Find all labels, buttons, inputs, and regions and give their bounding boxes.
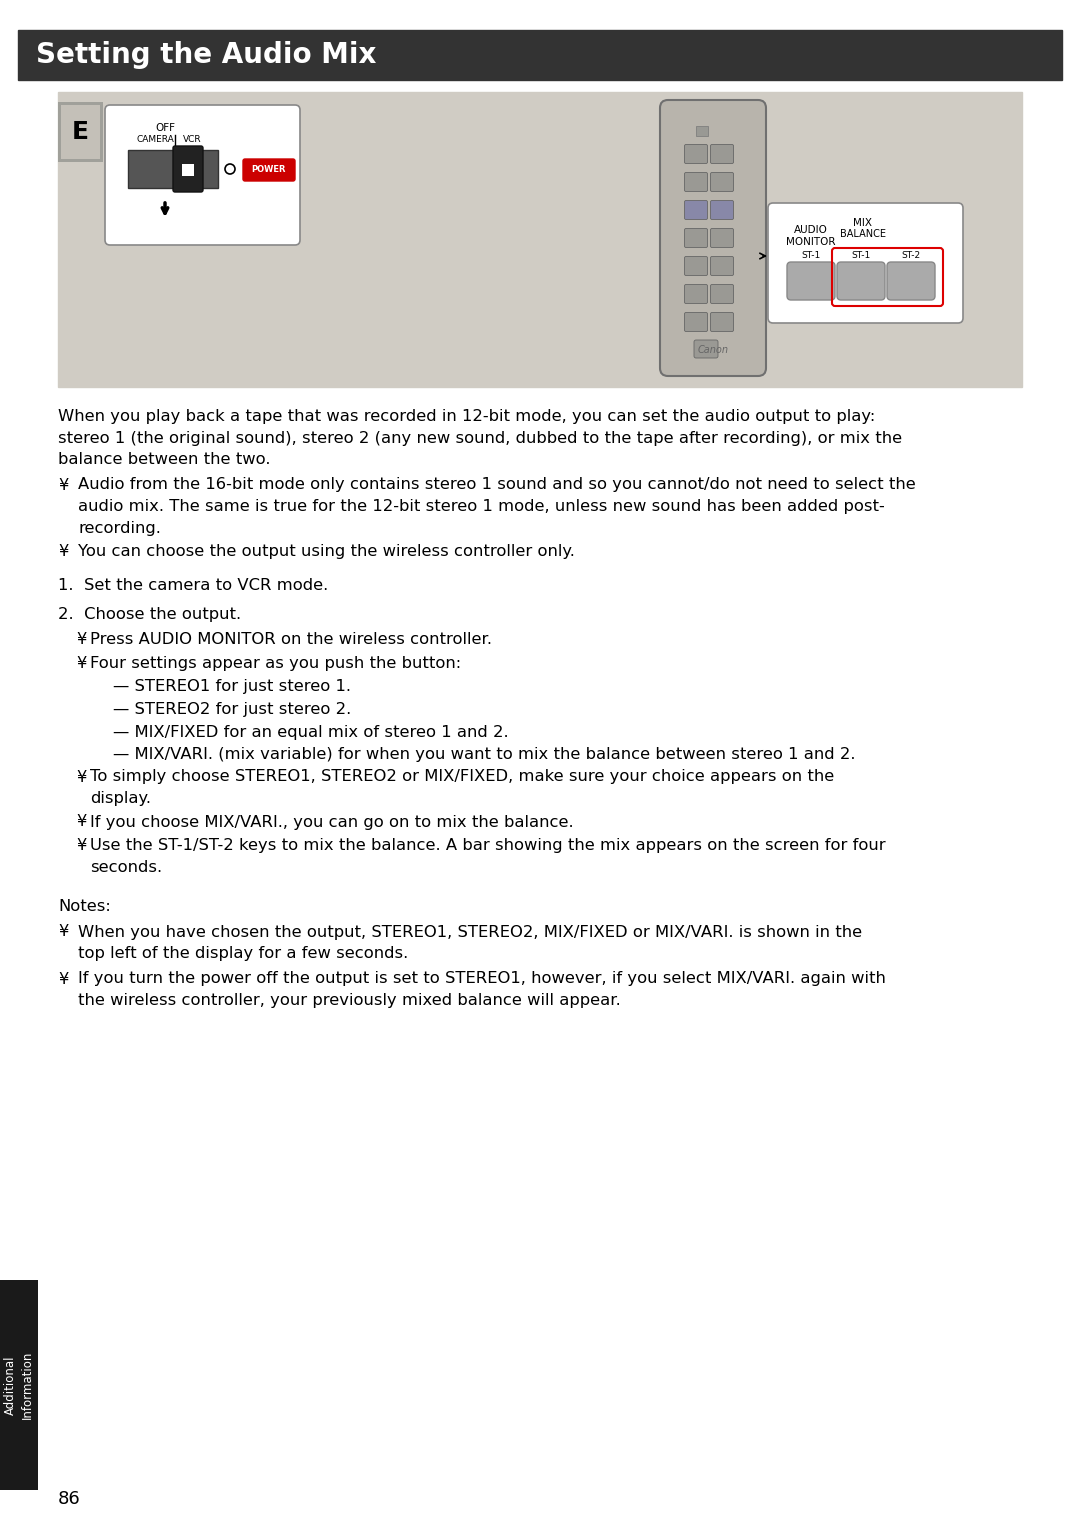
- FancyBboxPatch shape: [685, 284, 707, 304]
- Bar: [60, 105, 100, 159]
- Text: the wireless controller, your previously mixed balance will appear.: the wireless controller, your previously…: [78, 993, 621, 1009]
- Text: ¥: ¥: [76, 632, 86, 647]
- Text: 1.  Set the camera to VCR mode.: 1. Set the camera to VCR mode.: [58, 577, 328, 592]
- Text: ¥: ¥: [76, 815, 86, 830]
- Text: recording.: recording.: [78, 520, 161, 536]
- FancyBboxPatch shape: [685, 200, 707, 220]
- FancyBboxPatch shape: [685, 256, 707, 276]
- FancyBboxPatch shape: [711, 229, 733, 247]
- Bar: [58, 102, 103, 162]
- Text: ¥: ¥: [58, 478, 68, 493]
- Bar: [696, 127, 708, 136]
- Text: When you play back a tape that was recorded in 12-bit mode, you can set the audi: When you play back a tape that was recor…: [58, 409, 875, 424]
- Text: 86: 86: [58, 1489, 81, 1508]
- Text: ¥: ¥: [58, 925, 68, 940]
- FancyBboxPatch shape: [685, 313, 707, 331]
- Text: VCR: VCR: [183, 136, 201, 145]
- Bar: [58, 92, 1022, 388]
- Text: OFF: OFF: [156, 124, 175, 133]
- Text: — STEREO2 for just stereo 2.: — STEREO2 for just stereo 2.: [113, 702, 351, 717]
- Text: ¥: ¥: [76, 769, 86, 784]
- Text: ¥: ¥: [76, 838, 86, 853]
- Text: AUDIO: AUDIO: [794, 224, 828, 235]
- Text: MONITOR: MONITOR: [786, 237, 836, 247]
- FancyBboxPatch shape: [711, 200, 733, 220]
- FancyBboxPatch shape: [711, 313, 733, 331]
- Text: CAMERA: CAMERA: [136, 136, 174, 145]
- Bar: [183, 163, 194, 175]
- FancyBboxPatch shape: [711, 256, 733, 276]
- Text: — MIX/VARI. (mix variable) for when you want to mix the balance between stereo 1: — MIX/VARI. (mix variable) for when you …: [113, 748, 855, 761]
- Text: ¥: ¥: [76, 656, 86, 671]
- Bar: [129, 150, 218, 188]
- Text: Press AUDIO MONITOR on the wireless controller.: Press AUDIO MONITOR on the wireless cont…: [90, 632, 492, 647]
- Text: ST-1: ST-1: [801, 252, 821, 261]
- Text: You can choose the output using the wireless controller only.: You can choose the output using the wire…: [78, 543, 575, 559]
- Text: Canon: Canon: [698, 345, 729, 356]
- Text: balance between the two.: balance between the two.: [58, 452, 270, 467]
- FancyBboxPatch shape: [685, 229, 707, 247]
- FancyBboxPatch shape: [243, 159, 295, 182]
- FancyBboxPatch shape: [711, 284, 733, 304]
- Bar: [18, 31, 1062, 79]
- FancyBboxPatch shape: [887, 262, 935, 301]
- Text: top left of the display for a few seconds.: top left of the display for a few second…: [78, 946, 408, 961]
- Text: ST-1: ST-1: [851, 252, 870, 261]
- FancyBboxPatch shape: [660, 101, 766, 375]
- Text: Audio from the 16-bit mode only contains stereo 1 sound and so you cannot/do not: Audio from the 16-bit mode only contains…: [78, 478, 916, 493]
- Text: display.: display.: [90, 790, 151, 806]
- Text: Notes:: Notes:: [58, 899, 111, 914]
- Text: If you choose MIX/VARI., you can go on to mix the balance.: If you choose MIX/VARI., you can go on t…: [90, 815, 573, 830]
- FancyBboxPatch shape: [173, 146, 203, 192]
- FancyBboxPatch shape: [685, 172, 707, 191]
- Text: Use the ST-1/ST-2 keys to mix the balance. A bar showing the mix appears on the : Use the ST-1/ST-2 keys to mix the balanc…: [90, 838, 886, 853]
- Text: stereo 1 (the original sound), stereo 2 (any new sound, dubbed to the tape after: stereo 1 (the original sound), stereo 2 …: [58, 430, 902, 446]
- Text: E: E: [72, 121, 89, 143]
- Text: — STEREO1 for just stereo 1.: — STEREO1 for just stereo 1.: [113, 679, 351, 694]
- FancyBboxPatch shape: [694, 340, 718, 359]
- FancyBboxPatch shape: [837, 262, 885, 301]
- Text: seconds.: seconds.: [90, 859, 162, 874]
- Bar: [0, 1280, 38, 1489]
- FancyBboxPatch shape: [768, 203, 963, 324]
- Text: MIX: MIX: [853, 218, 873, 227]
- Text: BALANCE: BALANCE: [840, 229, 886, 240]
- Text: Setting the Audio Mix: Setting the Audio Mix: [36, 41, 376, 69]
- Text: When you have chosen the output, STEREO1, STEREO2, MIX/FIXED or MIX/VARI. is sho: When you have chosen the output, STEREO1…: [78, 925, 862, 940]
- Text: To simply choose STEREO1, STEREO2 or MIX/FIXED, make sure your choice appears on: To simply choose STEREO1, STEREO2 or MIX…: [90, 769, 834, 784]
- FancyBboxPatch shape: [685, 145, 707, 163]
- Text: 2.  Choose the output.: 2. Choose the output.: [58, 607, 241, 623]
- Text: ¥: ¥: [58, 972, 68, 986]
- Text: — MIX/FIXED for an equal mix of stereo 1 and 2.: — MIX/FIXED for an equal mix of stereo 1…: [113, 725, 509, 740]
- FancyBboxPatch shape: [105, 105, 300, 246]
- Text: ¥: ¥: [58, 543, 68, 559]
- Text: If you turn the power off the output is set to STEREO1, however, if you select M: If you turn the power off the output is …: [78, 972, 886, 986]
- FancyBboxPatch shape: [711, 172, 733, 191]
- Text: ST-2: ST-2: [902, 252, 920, 261]
- Text: audio mix. The same is true for the 12-bit stereo 1 mode, unless new sound has b: audio mix. The same is true for the 12-b…: [78, 499, 885, 514]
- FancyBboxPatch shape: [711, 145, 733, 163]
- Text: Four settings appear as you push the button:: Four settings appear as you push the but…: [90, 656, 461, 671]
- Text: POWER: POWER: [252, 165, 286, 174]
- Text: Additional
Information: Additional Information: [4, 1351, 33, 1419]
- FancyBboxPatch shape: [787, 262, 835, 301]
